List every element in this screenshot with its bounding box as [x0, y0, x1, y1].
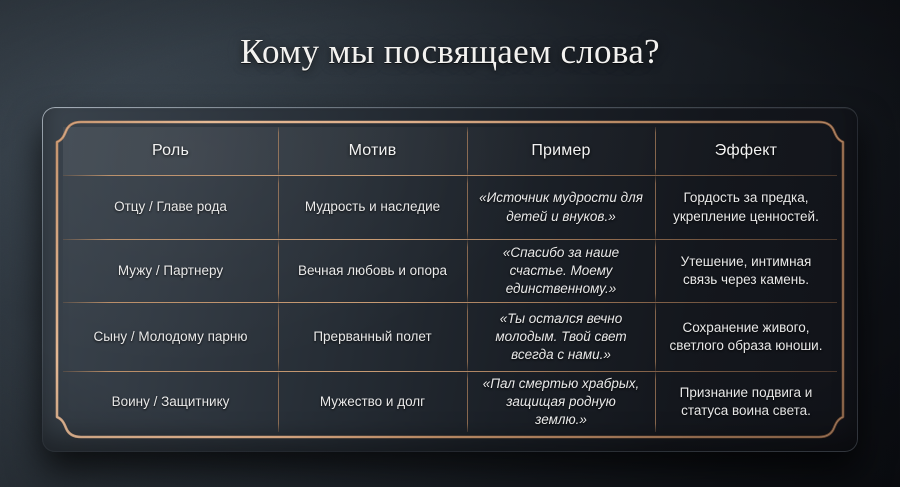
column-header-effect: Эффект	[655, 127, 837, 175]
table-panel: Роль Мотив Пример Эффект Отцу / Главе ро…	[42, 107, 858, 452]
cell-effect: Гордость за предка, укрепление ценностей…	[655, 176, 837, 239]
column-header-role: Роль	[152, 142, 189, 160]
table-row: Отцу / Главе рода Мудрость и наследие «И…	[63, 176, 837, 239]
roles-table: Роль Мотив Пример Эффект Отцу / Главе ро…	[63, 127, 837, 432]
table-row: Мужу / Партнеру Вечная любовь и опора «С…	[63, 240, 837, 302]
table-header-row: Роль Мотив Пример Эффект	[63, 127, 837, 175]
cell-role: Воину / Защитнику	[111, 393, 230, 409]
cell-role: Мужу / Партнеру	[117, 262, 224, 278]
cell-effect: Утешение, интимная связь через камень.	[655, 240, 837, 302]
cell-motive: Прерванный полет	[278, 303, 467, 371]
cell-role: Отцу / Главе рода	[114, 199, 227, 215]
cell-motive: Вечная любовь и опора	[278, 240, 467, 302]
cell-example: «Ты остался вечно молодым. Твой свет все…	[467, 303, 655, 371]
cell-example: «Пал смертью храбрых, защищая родную зем…	[467, 372, 655, 432]
column-header-example: Пример	[467, 127, 655, 175]
cell-role: Сыну / Молодому парню	[93, 328, 248, 344]
cell-example: «Спасибо за наше счастье. Моему единстве…	[467, 240, 655, 302]
table-row: Сыну / Молодому парню Прерванный полет «…	[63, 303, 837, 371]
cell-effect: Сохранение живого, светлого образа юноши…	[655, 303, 837, 371]
cell-example: «Источник мудрости для детей и внуков.»	[467, 176, 655, 239]
table-row: Воину / Защитнику Мужество и долг «Пал с…	[63, 372, 837, 432]
column-header-motive: Мотив	[278, 127, 467, 175]
cell-motive: Мужество и долг	[278, 372, 467, 432]
cell-effect: Признание подвига и статуса воина света.	[655, 372, 837, 432]
page-title: Кому мы посвящаем слова?	[240, 32, 660, 71]
cell-motive: Мудрость и наследие	[278, 176, 467, 239]
